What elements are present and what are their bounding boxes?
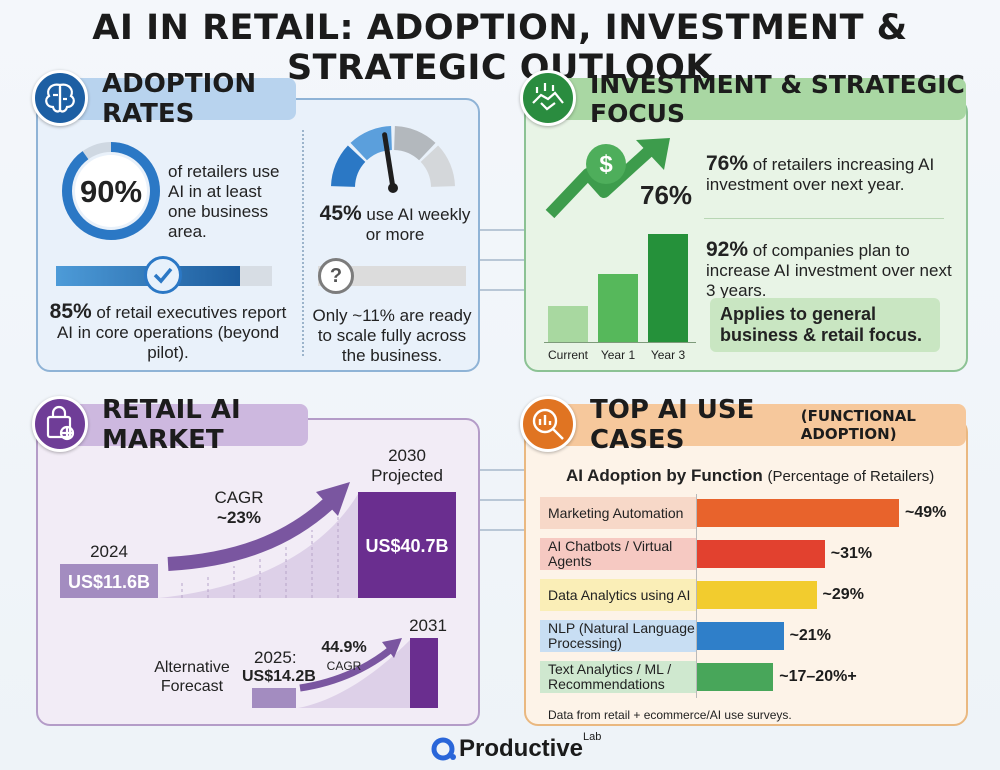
investment-bar: [648, 234, 688, 342]
year-2030: 2030: [388, 446, 426, 465]
gauge-segment: [394, 126, 436, 161]
brand-suffix: Lab: [583, 731, 602, 743]
investment-baseline: [544, 342, 696, 343]
investment-divider: [704, 218, 944, 219]
adoption-header: ADOPTION RATES: [44, 69, 296, 129]
page-title: AI IN RETAIL: ADOPTION, INVESTMENT & STR…: [92, 8, 908, 88]
gauge-segment: [350, 126, 392, 161]
stat1: 76% of retailers increasing AI investmen…: [706, 152, 956, 195]
year-2031: 2031: [409, 616, 447, 635]
svg-text:$: $: [599, 151, 613, 178]
stat2: 92% of companies plan to increase AI inv…: [706, 238, 962, 301]
value-2025: US$14.2B: [242, 668, 316, 685]
usecase-bar: [697, 622, 784, 650]
alt-cagr-label: CAGR: [326, 659, 362, 673]
scale-text: Only ~11% are ready to scale fully acros…: [312, 306, 472, 365]
usecases-chart-title: AI Adoption by Function: [566, 466, 763, 485]
usecase-bar: [697, 663, 774, 691]
ring-text: of retailers use AI in at least one busi…: [168, 162, 280, 241]
usecases-footnote: Data from retail + ecommerce/AI use surv…: [548, 708, 792, 722]
year-2024: 2024: [90, 542, 128, 561]
investment-note: [710, 298, 940, 352]
investment-bar: [548, 306, 588, 342]
brand-name: Productive: [459, 735, 584, 762]
usecase-label: AI Chatbots / Virtual Agents: [540, 538, 696, 570]
usecase-value: ~49%: [905, 504, 947, 521]
cagr-label: CAGR: [214, 488, 264, 507]
gauge-segment: [420, 145, 455, 187]
handshake-icon: [520, 70, 576, 126]
usecase-bar: [697, 499, 899, 527]
year-2025: 2025:: [254, 648, 297, 667]
stat1-value: 76%: [706, 152, 749, 175]
adoption-header-text: ADOPTION RATES: [102, 69, 257, 129]
investment-header-text: INVESTMENT & STRATEGIC FOCUS: [590, 70, 965, 128]
investment-header: INVESTMENT & STRATEGIC FOCUS: [532, 70, 966, 128]
scale-bar: [318, 266, 466, 286]
usecases-chart-heading: AI Adoption by Function (Percentage of R…: [566, 466, 966, 487]
stat2-value: 92%: [706, 238, 749, 261]
stat2-text: of companies plan to increase AI investm…: [706, 241, 952, 300]
gauge-segment: [331, 145, 366, 187]
ring-value: 90%: [79, 174, 143, 209]
investment-note-text: Applies to general business & retail foc…: [720, 304, 923, 345]
usecase-label: Marketing Automation: [540, 497, 696, 529]
brain-icon: [32, 70, 88, 126]
usecases-chart-subtitle: (Percentage of Retailers): [767, 468, 935, 485]
weekly-stat: 45% use AI weekly or more: [312, 202, 478, 245]
usecase-bar: [697, 540, 825, 568]
market-growth-chart: [60, 482, 456, 598]
usecases-header-text: TOP AI USE CASES: [590, 395, 755, 455]
alt-label: Alternative Forecast: [154, 659, 230, 695]
usecase-label: Text Analytics / ML / Recommendations: [540, 661, 696, 693]
alt-forecast-chart: [252, 638, 438, 708]
usecase-value: ~31%: [830, 545, 873, 562]
market-header-text: RETAIL AI MARKET: [102, 395, 241, 455]
brand-logo: Productive Lab: [430, 731, 602, 764]
growth-arrow: $: [545, 138, 670, 219]
weekly-value: 45%: [319, 202, 362, 225]
usecase-bar: [697, 581, 817, 609]
usecase-value: ~21%: [789, 627, 831, 644]
usecases-axis: [696, 494, 697, 698]
alt-cagr-value: 44.9%: [321, 639, 367, 656]
usecase-label: NLP (Natural Language Processing): [540, 620, 696, 652]
brand-mark-icon: [431, 737, 456, 761]
usecase-value: ~17–20%+: [779, 668, 857, 685]
usecases-header-sub: (FUNCTIONAL ADOPTION): [800, 407, 916, 443]
weekly-text: use AI weekly or more: [365, 205, 471, 244]
usecase-label: Data Analytics using AI: [540, 579, 696, 611]
market-header: RETAIL AI MARKET: [44, 395, 308, 455]
value-2024: US$11.6B: [67, 572, 151, 592]
adoption-ring: [62, 142, 160, 240]
usecase-value: ~29%: [822, 586, 864, 603]
core-value: 85%: [49, 300, 92, 323]
projected-label: Projected: [371, 466, 443, 485]
shopping-bag-icon: [32, 396, 88, 452]
stat1-text: of retailers increasing AI investment ov…: [706, 155, 935, 194]
investment-bar: [598, 273, 638, 342]
value-2030: US$40.7B: [365, 536, 449, 556]
check-icon: [144, 256, 182, 294]
circuit-decoration: [480, 229, 524, 531]
analytics-magnifier-icon: [520, 396, 576, 452]
arrow-value: 76%: [640, 180, 693, 210]
core-stat: 85% of retail executives report AI in co…: [48, 300, 288, 363]
question-icon: ?: [318, 258, 354, 294]
cagr-value: ~23%: [217, 508, 261, 527]
investment-bar-label: Year 1: [600, 348, 636, 362]
gauge: [331, 126, 455, 193]
usecases-header: TOP AI USE CASES (FUNCTIONAL ADOPTION): [532, 395, 966, 455]
adoption-divider: [302, 130, 304, 356]
investment-bar-label: Current: [547, 348, 588, 362]
core-text: of retail executives report AI in core o…: [56, 303, 287, 362]
investment-bar-label: Year 3: [650, 348, 686, 362]
